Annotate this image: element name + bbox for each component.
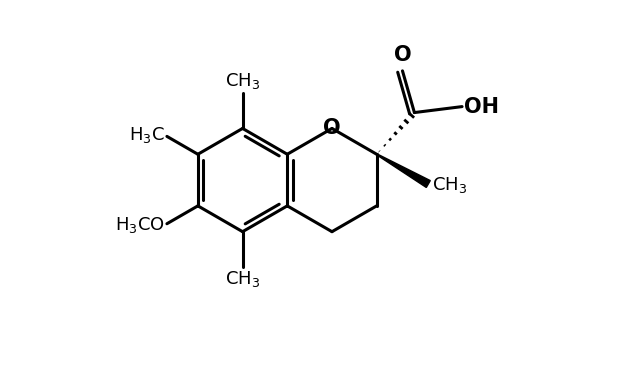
Text: H$_3$CO: H$_3$CO [115,215,165,235]
Text: H$_3$C: H$_3$C [129,125,165,146]
Text: CH$_3$: CH$_3$ [432,175,467,195]
Polygon shape [376,154,430,188]
Text: O: O [394,45,412,65]
Text: OH: OH [464,97,499,117]
Text: CH$_3$: CH$_3$ [225,71,260,91]
Text: O: O [323,118,340,138]
Text: CH$_3$: CH$_3$ [225,269,260,290]
